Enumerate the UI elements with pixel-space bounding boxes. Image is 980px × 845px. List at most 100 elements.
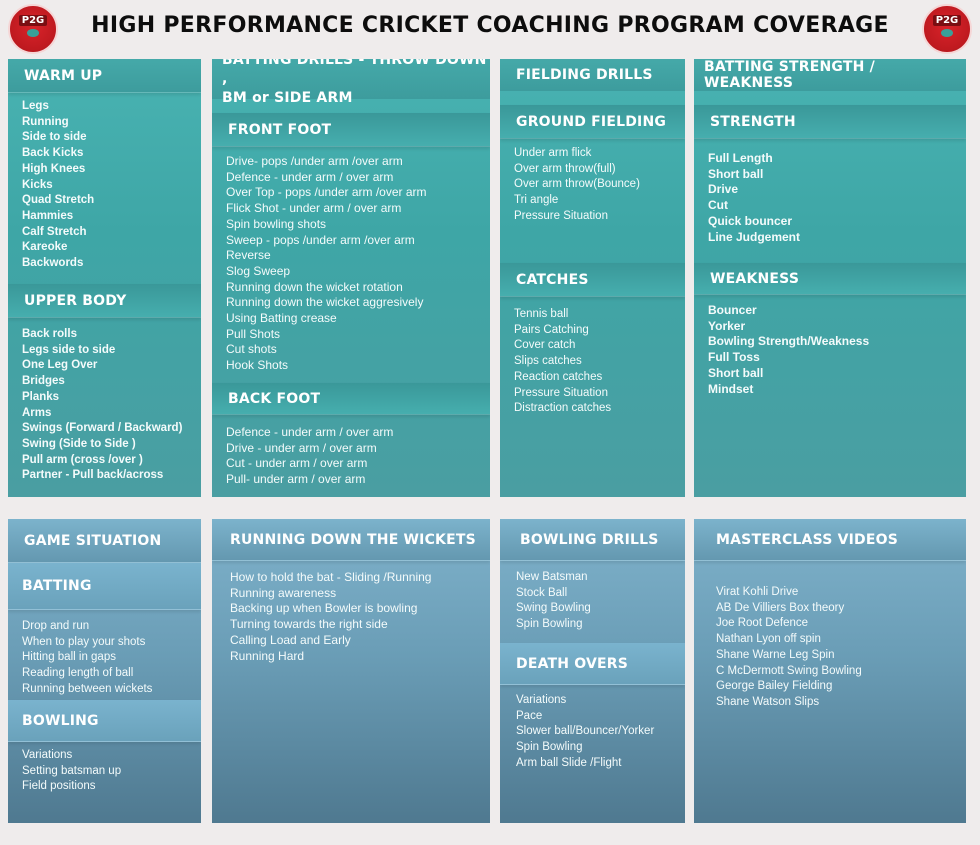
list-item: Mindset	[708, 381, 754, 396]
strength-weakness-title: BATTING STRENGTH / WEAKNESS	[704, 59, 875, 91]
list-item: Kareoke	[22, 241, 68, 254]
list-item: Shane Warne Leg Spin	[716, 648, 835, 661]
list-item: Pull arm (cross /over )	[22, 453, 143, 466]
list-item: Kicks	[22, 178, 53, 191]
fielding-drills-title: FIELDING DRILLS	[516, 67, 653, 83]
list-item: Arm ball Slide /Flight	[516, 756, 622, 769]
list-item: Running down the wicket aggresively	[226, 295, 424, 310]
list-item: Flick Shot - under arm / over arm	[226, 201, 402, 216]
ground-fielding-list: Under arm flick Over arm throw(full) Ove…	[500, 139, 685, 263]
list-item: Cover catch	[514, 339, 576, 352]
page-header: P2G HIGH PERFORMANCE CRICKET COACHING PR…	[0, 0, 980, 55]
catches-list: Tennis ball Pairs Catching Cover catch S…	[500, 297, 685, 417]
masterclass-list: Virat Kohli Drive AB De Villiers Box the…	[694, 561, 966, 711]
list-item: Shane Watson Slips	[716, 695, 820, 708]
masterclass-header: MASTERCLASS VIDEOS	[694, 519, 966, 561]
list-item: Legs side to side	[22, 343, 116, 356]
list-item: Bouncer	[708, 303, 757, 317]
list-item: Bowling Strength/Weakness	[708, 334, 870, 349]
bowling-drills-list: New Batsman Stock Ball Swing Bowling Spi…	[500, 561, 685, 643]
game-situation-header: GAME SITUATION	[8, 519, 201, 563]
list-item: Yorker	[708, 318, 746, 333]
list-item: Quick bouncer	[708, 213, 793, 228]
masterclass-title: MASTERCLASS VIDEOS	[716, 531, 898, 548]
list-item: Tri angle	[514, 194, 559, 207]
list-item: Drive - under arm / over arm	[226, 440, 377, 455]
warm-up-list: Legs Running Side to side Back Kicks Hig…	[8, 93, 201, 284]
masterclass-card: MASTERCLASS VIDEOS Virat Kohli Drive AB …	[694, 519, 966, 823]
running-wickets-list: How to hold the bat - Sliding /Running R…	[212, 561, 490, 664]
batting-drills-title-line1: BATTING DRILLS - THROW DOWN ,	[222, 59, 487, 87]
ground-fielding-header: GROUND FIELDING	[500, 105, 685, 139]
list-item: Partner - Pull back/across	[22, 469, 164, 482]
list-item: Spin bowling shots	[226, 216, 327, 231]
death-overs-title: DEATH OVERS	[516, 655, 629, 672]
list-item: Stock Ball	[516, 586, 568, 599]
death-overs-header: DEATH OVERS	[500, 643, 685, 685]
warm-up-header: WARM UP	[8, 59, 201, 93]
game-batting-header: BATTING	[8, 563, 201, 610]
catches-header: CATCHES	[500, 263, 685, 297]
list-item: Pull- under arm / over arm	[226, 472, 366, 487]
list-item: Bridges	[22, 375, 65, 388]
upper-body-list: Back rolls Legs side to side One Leg Ove…	[8, 318, 201, 484]
list-item: AB De Villiers Box theory	[716, 601, 845, 614]
running-wickets-header: RUNNING DOWN THE WICKETS	[212, 519, 490, 561]
list-item: Field positions	[22, 780, 96, 793]
list-item: Running awareness	[230, 585, 337, 600]
upper-body-title: UPPER BODY	[24, 292, 127, 309]
list-item: Joe Root Defence	[716, 617, 809, 630]
list-item: Swing Bowling	[516, 602, 591, 615]
game-bowling-header: BOWLING	[8, 700, 201, 742]
list-item: Quad Stretch	[22, 194, 95, 207]
batting-drills-header: BATTING DRILLS - THROW DOWN , BM or SIDE…	[212, 59, 490, 106]
list-item: Reading length of ball	[22, 667, 134, 680]
list-item: Drop and run	[22, 620, 90, 632]
batting-drills-title-line2: BM or SIDE ARM	[222, 89, 353, 106]
list-item: Back rolls	[22, 328, 77, 340]
list-item: Nathan Lyon off spin	[716, 633, 821, 646]
list-item: When to play your shots	[22, 635, 146, 648]
front-foot-header: FRONT FOOT	[212, 113, 490, 147]
strength-weakness-header: BATTING STRENGTH / WEAKNESS	[694, 59, 966, 91]
list-item: Pace	[516, 709, 543, 722]
list-item: Running	[22, 115, 69, 128]
list-item: One Leg Over	[22, 359, 98, 372]
list-item: Calling Load and Early	[230, 632, 351, 647]
warm-up-card: WARM UP Legs Running Side to side Back K…	[8, 59, 201, 497]
list-item: Tennis ball	[514, 308, 569, 320]
game-bowling-list: Variations Setting batsman up Field posi…	[8, 742, 201, 795]
list-item: Reverse	[226, 248, 271, 263]
list-item: Sweep - pops /under arm /over arm	[226, 232, 415, 247]
list-item: Defence - under arm / over arm	[226, 425, 394, 439]
game-batting-list: Drop and run When to play your shots Hit…	[8, 610, 201, 700]
list-item: Running down the wicket rotation	[226, 279, 403, 294]
warm-up-title: WARM UP	[24, 67, 103, 84]
logo-mark: P2G	[18, 15, 48, 26]
list-item: Slog Sweep	[226, 263, 291, 278]
list-item: Defence - under arm / over arm	[226, 169, 394, 184]
game-bowling-title: BOWLING	[22, 712, 99, 729]
list-item: Setting batsman up	[22, 764, 122, 777]
list-item: Slips catches	[514, 355, 582, 368]
death-overs-list: Variations Pace Slower ball/Bouncer/York…	[500, 685, 685, 772]
list-item: How to hold the bat - Sliding /Running	[230, 570, 432, 584]
list-item: Running between wickets	[22, 682, 153, 695]
list-item: Back Kicks	[22, 147, 84, 160]
list-item: Pressure Situation	[514, 209, 608, 222]
running-wickets-card: RUNNING DOWN THE WICKETS How to hold the…	[212, 519, 490, 823]
list-item: Pull Shots	[226, 326, 281, 341]
back-foot-title: BACK FOOT	[228, 390, 321, 407]
list-item: Reaction catches	[514, 370, 603, 383]
fielding-drills-card: FIELDING DRILLS GROUND FIELDING Under ar…	[500, 59, 685, 497]
list-item: Cut shots	[226, 342, 277, 357]
p2g-logo-right: P2G	[922, 4, 972, 54]
bowling-drills-title: BOWLING DRILLS	[520, 531, 659, 548]
spacer	[694, 91, 966, 105]
list-item: Spin Bowling	[516, 618, 583, 631]
strength-weakness-card: BATTING STRENGTH / WEAKNESS STRENGTH Ful…	[694, 59, 966, 497]
fielding-drills-header: FIELDING DRILLS	[500, 59, 685, 91]
front-foot-title: FRONT FOOT	[228, 121, 332, 138]
list-item: Side to side	[22, 131, 87, 144]
ground-fielding-title: GROUND FIELDING	[516, 113, 667, 130]
